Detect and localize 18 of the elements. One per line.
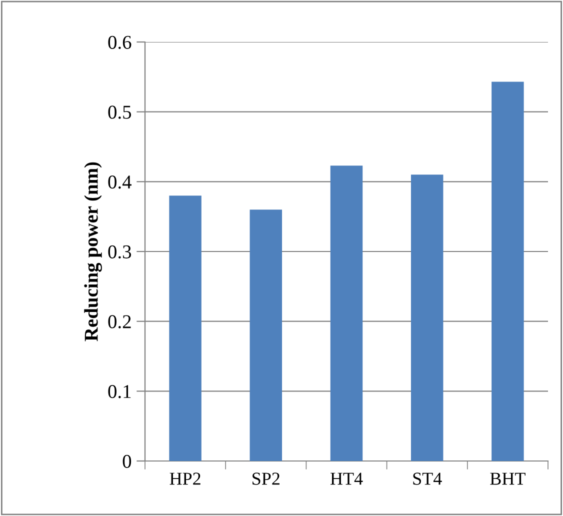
- x-tick-label: SP2: [252, 472, 280, 485]
- bar: [169, 196, 202, 461]
- x-tick-label: ST4: [413, 472, 442, 485]
- y-tick-label: 0.6: [108, 36, 132, 50]
- y-axis-title: Reducing power (nm): [84, 162, 102, 342]
- x-tick-label: HT4: [330, 472, 363, 485]
- y-tick-label: 0.5: [108, 106, 132, 119]
- x-tick-label: HP2: [170, 472, 200, 485]
- y-tick-label: 0.1: [108, 384, 131, 398]
- bar: [410, 174, 444, 461]
- bar: [330, 166, 363, 461]
- y-tick-label: 0.2: [108, 315, 131, 328]
- x-tick-label: BHT: [490, 472, 526, 485]
- y-tick-label: 0.4: [108, 175, 132, 189]
- y-tick-label: 0.3: [108, 245, 132, 259]
- bar: [250, 210, 282, 461]
- bar: [492, 82, 524, 461]
- y-tick-label: 0: [122, 454, 132, 468]
